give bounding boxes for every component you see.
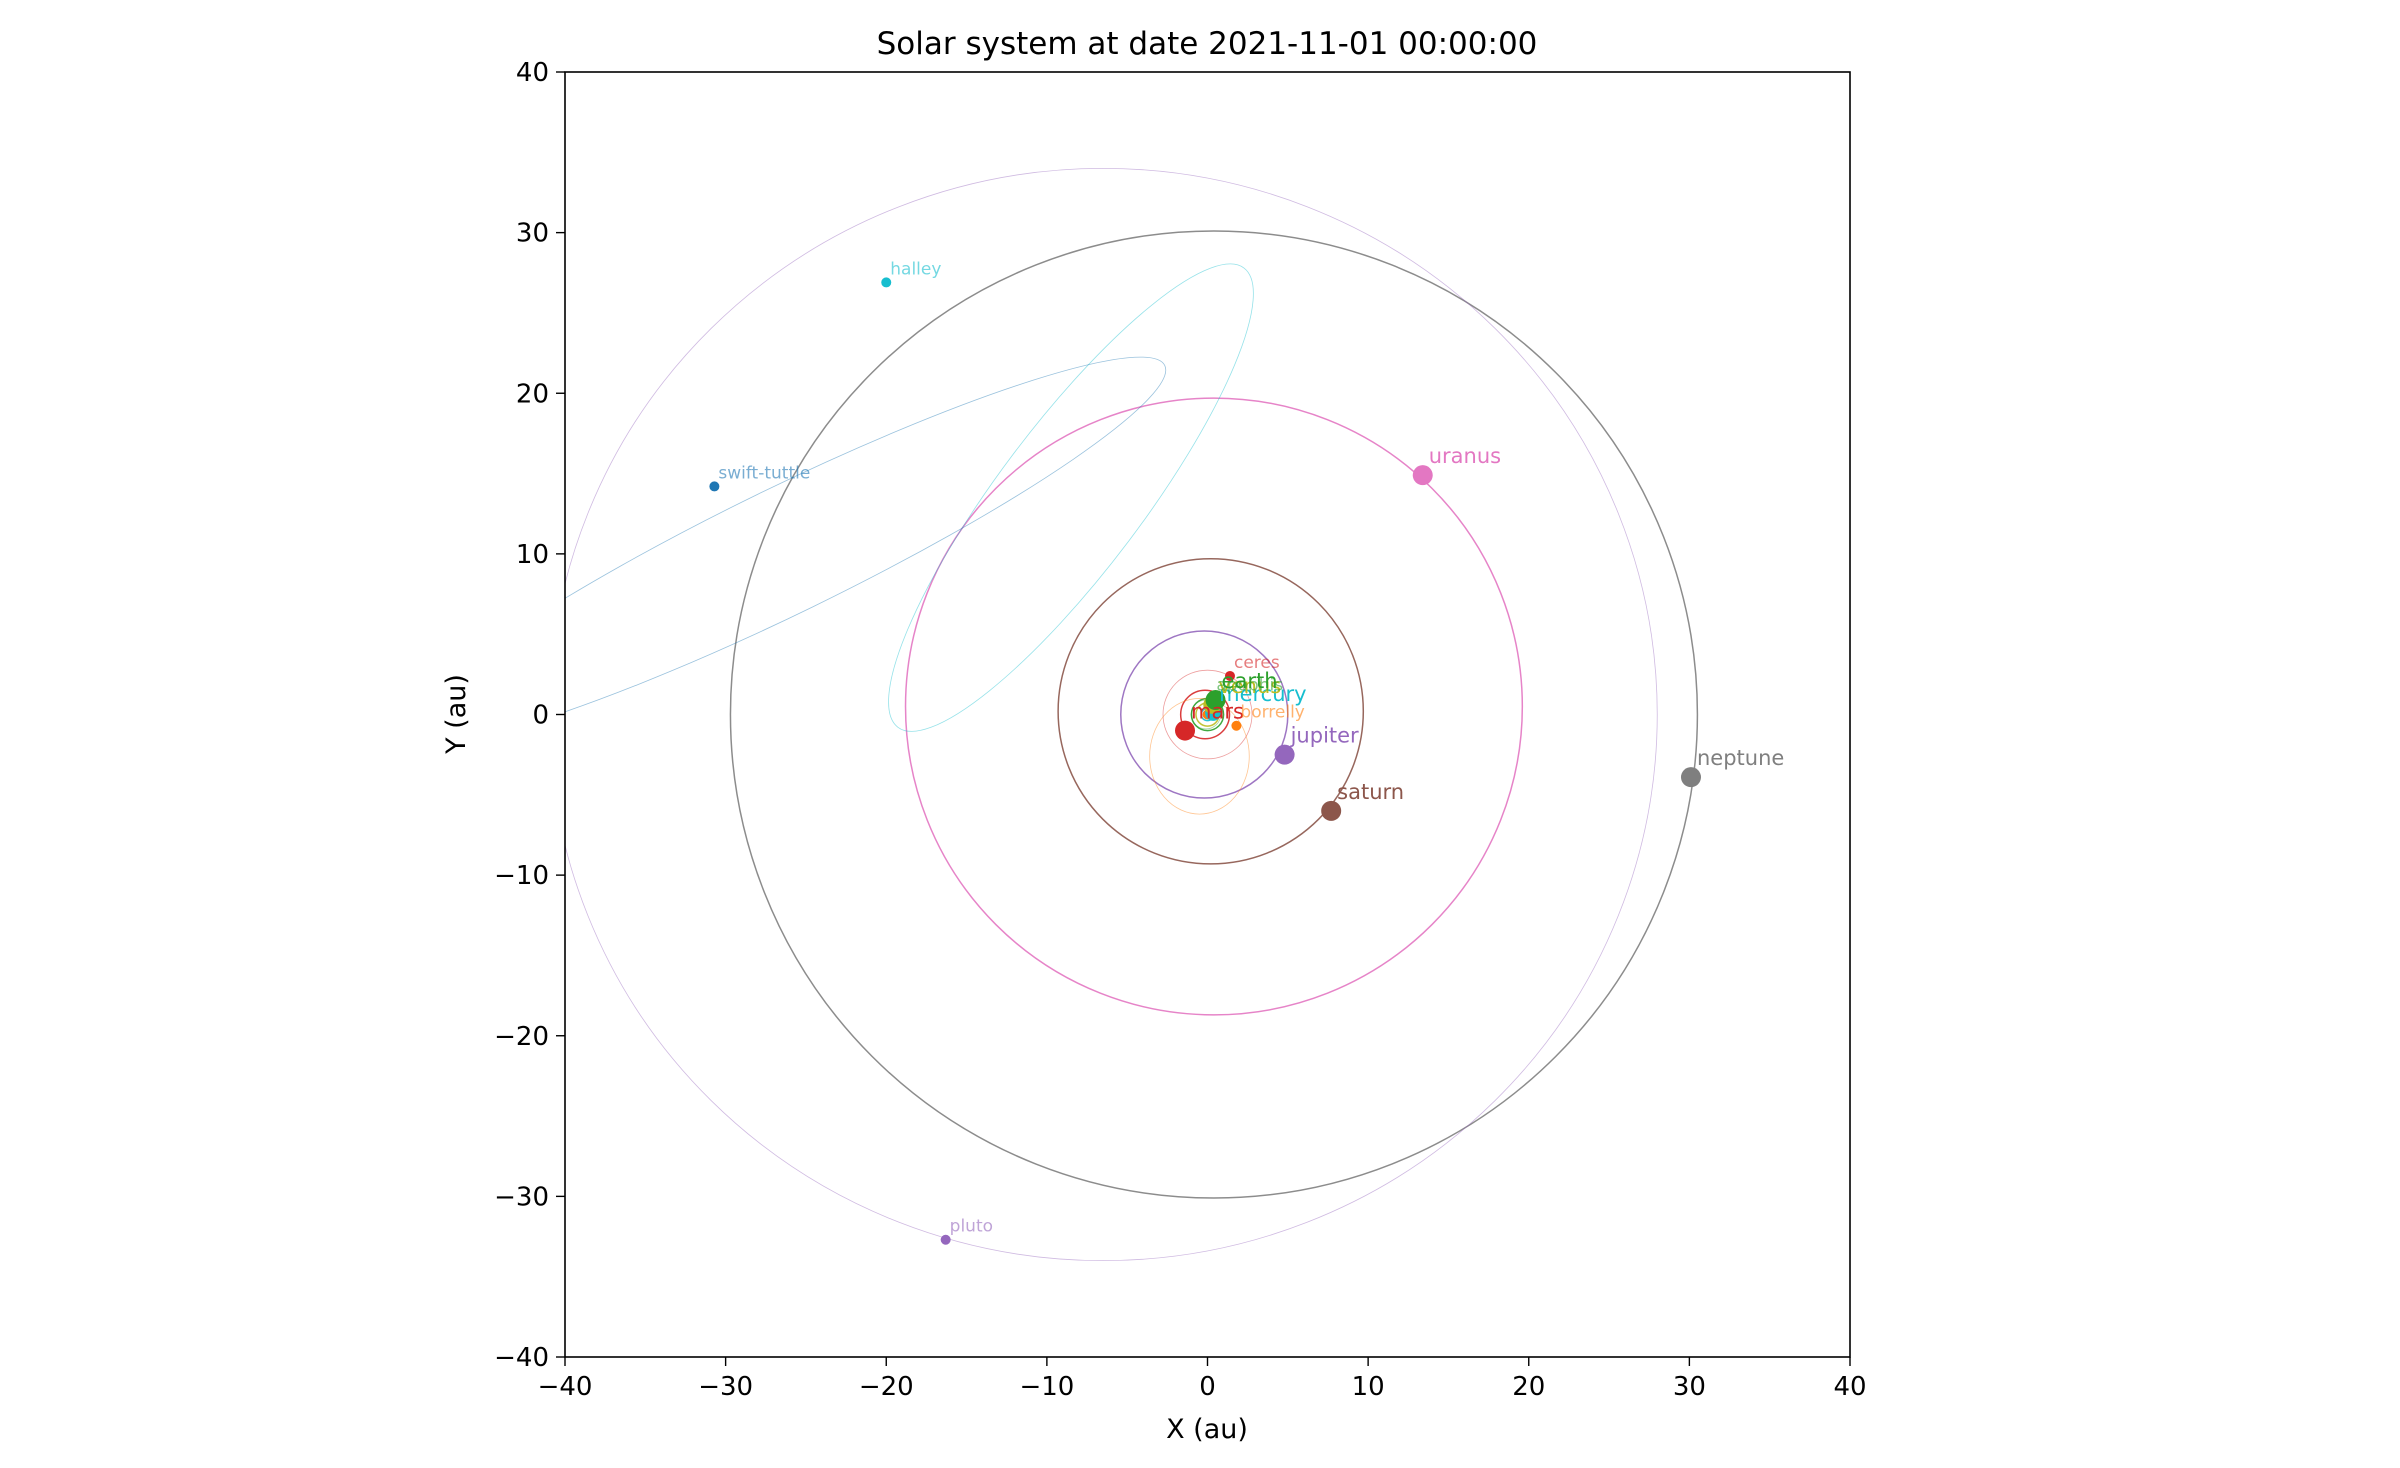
orbit-neptune (729, 230, 1699, 1199)
bodies-layer (709, 277, 1701, 1245)
orbit-ceres (1162, 669, 1253, 760)
orbit-mars (1179, 689, 1231, 740)
body-label-apophis: apophis (1216, 675, 1283, 695)
chart-title: Solar system at date 2021-11-01 00:00:00 (877, 26, 1538, 62)
body-label-mercury: mercury (1219, 682, 1306, 706)
body-marker-pluto (940, 1234, 951, 1245)
body-label-uranus: uranus (1429, 444, 1501, 468)
body-marker-neptune (1680, 767, 1701, 788)
body-label-ceres: ceres (1234, 653, 1280, 673)
x-tick-label: 0 (1199, 1372, 1216, 1402)
body-marker-halley (881, 277, 892, 288)
body-marker-ceres (1224, 670, 1235, 681)
y-tick-label: −10 (494, 861, 549, 891)
y-tick-label: 20 (516, 379, 549, 409)
orbit-swift-tuttle (565, 356, 1167, 745)
orbit-pluto (565, 168, 1658, 1261)
orbit-saturn (1057, 557, 1365, 865)
body-label-saturn: saturn (1337, 780, 1404, 804)
body-label-mars: mars (1191, 700, 1244, 724)
body-label-jupiter: jupiter (1290, 724, 1359, 748)
orbit-halley (888, 263, 1254, 732)
x-tick-label: −30 (698, 1372, 753, 1402)
body-marker-apophis (1208, 694, 1217, 703)
body-label-neptune: neptune (1697, 746, 1784, 770)
x-axis-label: X (au) (1166, 1414, 1248, 1445)
y-axis-label: Y (au) (441, 674, 472, 755)
body-label-swift-tuttle: swift-tuttle (718, 463, 810, 483)
axis-ticks: −40 −30 −20 −10 0 10 20 30 40 −40 −30 −20 −10 0 10 20 30… (494, 58, 1866, 1402)
body-marker-mars (1175, 720, 1196, 741)
y-tick-label: 10 (516, 540, 549, 570)
body-marker-borrelly (1231, 720, 1242, 731)
body-label-earth: earth (1222, 669, 1278, 693)
orbit-uranus (904, 397, 1524, 1016)
body-label-pluto: pluto (950, 1217, 993, 1237)
x-tick-label: −10 (1019, 1372, 1074, 1402)
x-tick-label: −20 (859, 1372, 914, 1402)
y-tick-label: 0 (532, 701, 549, 731)
orbit-borrelly (1149, 698, 1250, 815)
orbits-layer (565, 168, 1699, 1261)
orbit-jupiter (1120, 630, 1289, 799)
x-tick-label: 30 (1673, 1372, 1706, 1402)
y-tick-label: −30 (494, 1182, 549, 1212)
body-marker-swift-tuttle (709, 481, 720, 492)
x-tick-label: 10 (1352, 1372, 1385, 1402)
body-label-borrelly: borrelly (1240, 703, 1304, 723)
body-marker-uranus (1412, 465, 1433, 486)
body-label-venus: venus (1218, 674, 1281, 698)
x-tick-label: 20 (1512, 1372, 1545, 1402)
y-tick-label: −40 (494, 1343, 549, 1373)
body-marker-jupiter (1274, 744, 1295, 765)
y-tick-label: −20 (494, 1022, 549, 1052)
x-tick-label: 40 (1833, 1372, 1866, 1402)
body-label-halley: halley (890, 259, 941, 279)
body-marker-saturn (1321, 800, 1342, 821)
y-tick-label: 40 (516, 58, 549, 88)
x-tick-label: −40 (538, 1372, 593, 1402)
y-tick-label: 30 (516, 219, 549, 249)
